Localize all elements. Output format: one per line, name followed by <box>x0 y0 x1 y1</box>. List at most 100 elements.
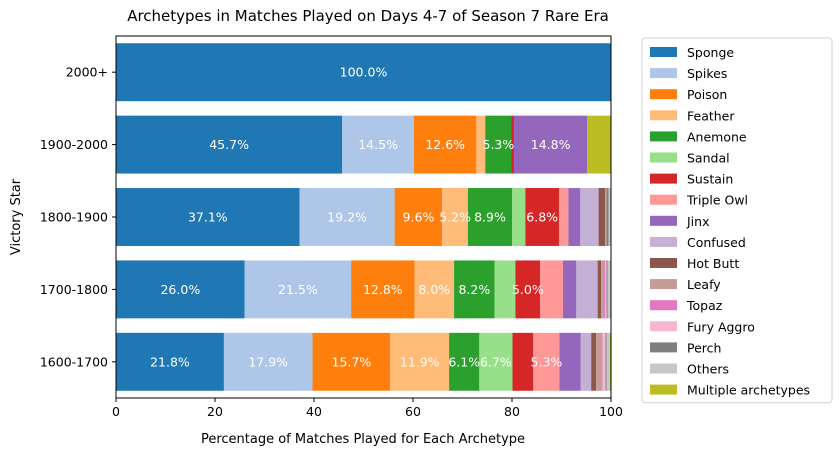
legend-label-perch: Perch <box>687 340 721 355</box>
legend-label-poison: Poison <box>687 87 727 102</box>
data-label-1800-1900-spikes: 19.2% <box>327 210 367 225</box>
legend-swatch-feather <box>650 110 677 121</box>
bar-1900-2000-sustain <box>511 115 514 174</box>
x-tick-label: 80 <box>504 404 520 419</box>
bar-1600-1700-hot-butt <box>591 332 597 391</box>
bar-1700-1800-sponge <box>116 260 245 319</box>
data-label-1600-1700-sandal: 6.7% <box>480 354 512 369</box>
legend-swatch-fury-aggro <box>650 321 677 332</box>
bar-1600-1700-anemone <box>449 332 480 391</box>
legend-swatch-sponge <box>650 47 677 57</box>
bar-1600-1700-sponge <box>116 332 224 391</box>
bar-1600-1700-triple-owl <box>533 332 560 391</box>
bar-1600-1700-spikes <box>223 332 313 391</box>
bar-1800-1900-perch <box>606 188 609 246</box>
bar-1600-1700-others <box>606 332 611 391</box>
bar-1800-1900-poison <box>394 188 443 246</box>
bar-1800-1900-sustain <box>525 188 560 246</box>
bar-1800-1900-jinx <box>568 188 581 246</box>
data-label-1800-1900-anemone: 8.9% <box>474 210 506 225</box>
legend-swatch-jinx <box>650 215 677 226</box>
bar-1600-1700-jinx <box>559 332 581 391</box>
legend-label-anemone: Anemone <box>687 129 747 144</box>
bar-1700-1800-jinx <box>562 260 577 319</box>
data-label-1700-1800-sustain: 5.0% <box>512 282 544 297</box>
y-tick-label: 1800-1900 <box>40 210 108 225</box>
legend-swatch-others <box>650 363 677 374</box>
y-tick-label: 1700-1800 <box>40 282 108 297</box>
data-label-2000-sponge: 100.0% <box>340 65 388 80</box>
legend-label-topaz: Topaz <box>686 298 723 313</box>
chart-title: Archetypes in Matches Played on Days 4-7… <box>127 7 609 25</box>
legend-swatch-topaz <box>650 300 677 311</box>
bar-1700-1800-poison <box>351 260 415 319</box>
bar-1800-1900-sponge <box>116 188 300 246</box>
legend-swatch-triple-owl <box>650 194 677 205</box>
legend: Sponge Spikes Poison Feather Anemone Sandal Su… <box>641 37 833 404</box>
bar-1700-1800-triple-owl <box>540 260 563 319</box>
legend-swatch-anemone <box>650 131 677 142</box>
legend-label-sustain: Sustain <box>687 172 733 187</box>
legend-label-hot-butt: Hot Butt <box>687 256 739 271</box>
legend-label-others: Others <box>687 362 729 377</box>
x-tick-label: 20 <box>207 404 223 419</box>
legend-items: Sponge Spikes Poison Feather Anemone Sandal Su… <box>650 45 810 398</box>
bar-1600-1700-sustain <box>512 332 534 391</box>
bar-1800-1900-others <box>608 188 611 246</box>
legend-swatch-leafy <box>650 279 677 290</box>
bar-labels-group: 100.0% 45.7% 14.5% 12.6% 5.3% 14.8% 37.1% 19.2%… <box>150 65 570 370</box>
legend-label-multiple-archetypes: Multiple archetypes <box>687 383 810 398</box>
bar-1700-1800-others <box>607 260 611 319</box>
bar-1600-1700-perch <box>605 332 607 391</box>
bar-1800-1900-feather <box>442 188 468 246</box>
data-label-1900-2000-jinx: 14.8% <box>531 137 571 152</box>
plot-area: 100.0% 45.7% 14.5% 12.6% 5.3% 14.8% 37.1% 19.2%… <box>115 35 612 399</box>
legend-swatch-sandal <box>650 152 677 163</box>
bar-1900-2000-poison <box>413 115 477 174</box>
legend-label-spikes: Spikes <box>687 66 727 81</box>
bar-1600-1700-poison <box>312 332 391 391</box>
data-label-1900-2000-sponge: 45.7% <box>209 137 249 152</box>
x-tick-label: 100 <box>599 404 623 419</box>
x-axis-label: Percentage of Matches Played for Each Ar… <box>201 432 525 447</box>
x-tick-label: 40 <box>306 404 322 419</box>
x-tick-label: 0 <box>112 404 120 419</box>
data-label-1600-1700-feather: 11.9% <box>400 354 440 369</box>
bar-1700-1800-hot-butt <box>597 260 602 319</box>
legend-label-triple-owl: Triple Owl <box>686 193 748 208</box>
bar-1900-2000-anemone <box>485 115 512 174</box>
bar-1900-2000-feather <box>476 115 486 174</box>
bar-1600-1700-leafy <box>596 332 603 391</box>
data-label-1600-1700-poison: 15.7% <box>332 354 372 369</box>
y-axis: 2000+ 1900-2000 1800-1900 1700-1800 1600-170… <box>40 65 116 369</box>
bar-1600-1700-confused <box>580 332 592 391</box>
bar-1900-2000-multiple-archetypes <box>587 115 611 174</box>
legend-swatch-perch <box>650 342 677 353</box>
data-label-1600-1700-triple-owl: 5.3% <box>531 354 563 369</box>
legend-label-sandal: Sandal <box>687 151 730 166</box>
bar-1700-1800-feather <box>414 260 455 319</box>
bar-1800-1900-anemone <box>467 188 512 246</box>
data-label-1700-1800-anemone: 8.2% <box>458 282 490 297</box>
bar-1600-1700-sandal <box>479 332 513 391</box>
bar-1800-1900-hot-butt <box>598 188 606 246</box>
bar-1700-1800-perch <box>606 260 608 319</box>
bar-1700-1800-sustain <box>515 260 541 319</box>
x-axis: 0 20 40 60 80 100 <box>112 398 623 419</box>
data-label-1800-1900-feather: 5.2% <box>439 210 471 225</box>
bar-1700-1800-anemone <box>454 260 495 319</box>
data-label-1600-1700-spikes: 17.9% <box>248 354 288 369</box>
legend-label-leafy: Leafy <box>687 277 721 292</box>
bar-1700-1800-spikes <box>244 260 352 319</box>
bar-1700-1800-topaz <box>604 260 606 319</box>
data-label-1900-2000-spikes: 14.5% <box>358 137 398 152</box>
data-label-1700-1800-feather: 8.0% <box>418 282 450 297</box>
legend-swatch-spikes <box>650 68 677 79</box>
data-label-1700-1800-spikes: 21.5% <box>278 282 318 297</box>
bar-1800-1900-sandal <box>512 188 526 246</box>
legend-swatch-hot-butt <box>650 258 677 268</box>
x-tick-label: 60 <box>405 404 421 419</box>
data-label-1800-1900-sponge: 37.1% <box>188 210 228 225</box>
bar-1900-2000-spikes <box>342 115 414 174</box>
data-label-1600-1700-anemone: 6.1% <box>448 354 480 369</box>
